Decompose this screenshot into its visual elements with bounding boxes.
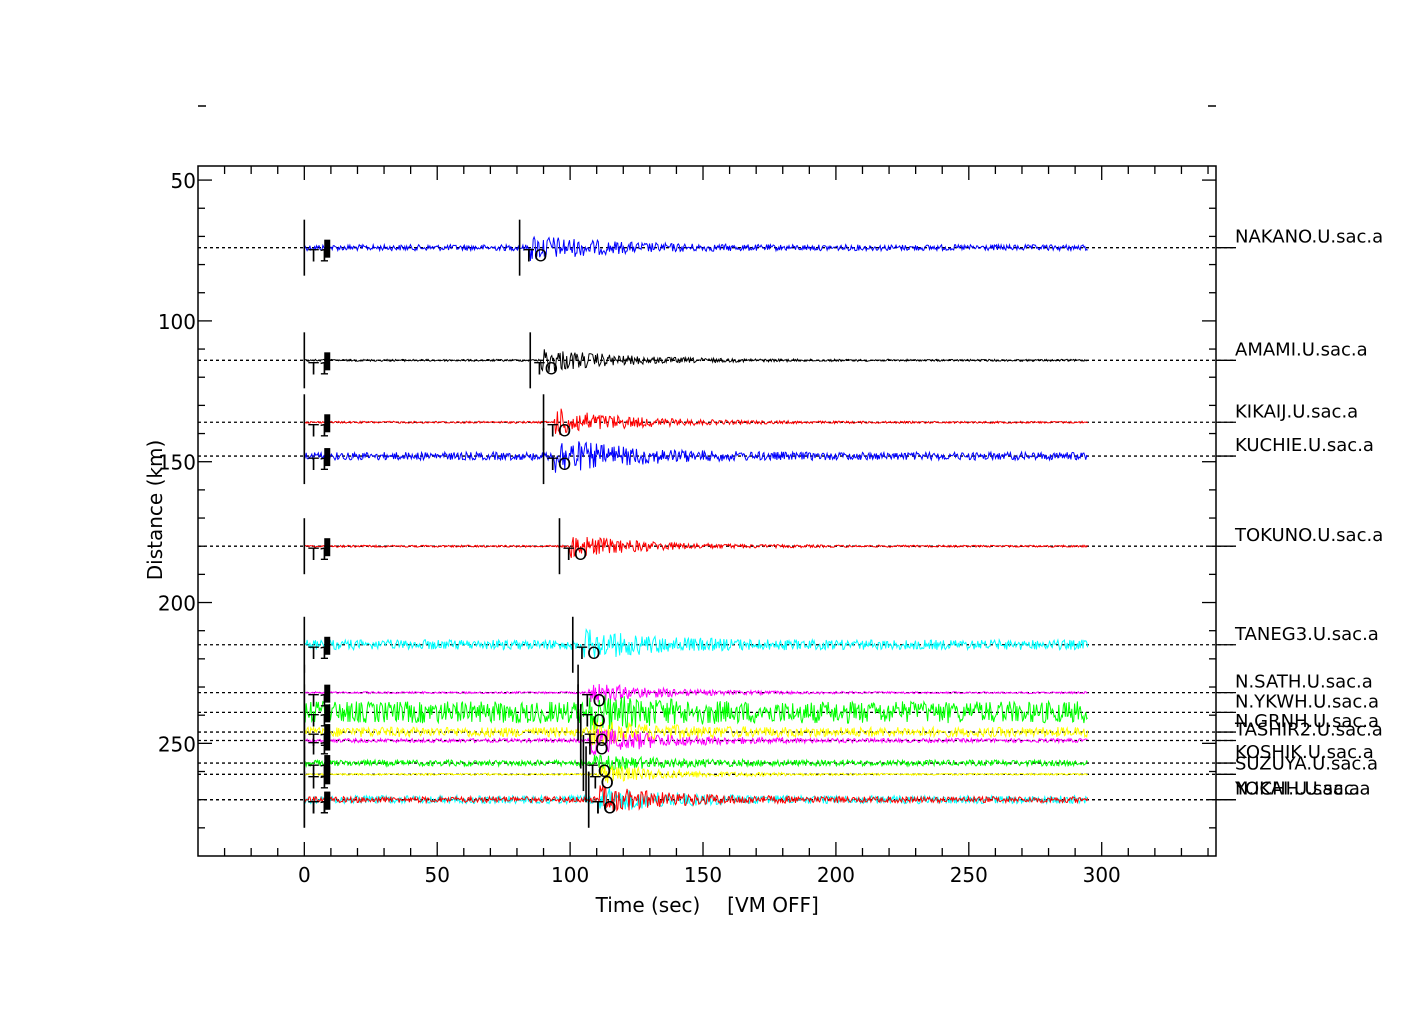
t1-label-koshik-u-sac-a: T1: [307, 762, 329, 782]
waveform-yokai-u-sac-a: [303, 785, 1089, 812]
waveform-n-sath-u-sac-a: [303, 683, 1088, 703]
waveform-n-grnh-u-sac-a: [303, 719, 1089, 746]
seismogram-traces: [303, 235, 1089, 812]
station-label-tokuno-u-sac-a: TOKUNO.U.sac.a: [1234, 525, 1383, 546]
y-tick-label-100: 100: [158, 310, 196, 334]
pick-block-suzuya-u-sac-a: [324, 766, 331, 785]
pick-block-kuchie-u-sac-a: [324, 448, 331, 467]
x-tick-label-300: 300: [1083, 863, 1121, 887]
x-tick-label-50: 50: [424, 863, 449, 887]
t0-label-n-ykwh-u-sac-a: TO: [581, 711, 606, 731]
pick-block-koshik-u-sac-a: [324, 755, 331, 774]
pick-block-tokuno-u-sac-a: [324, 538, 331, 557]
station-label-tashir2-u-sac-a: TASHIR2.U.sac.a: [1234, 720, 1383, 741]
t0-label-suzuya-u-sac-a: TO: [589, 773, 614, 793]
y-tick-label-250: 250: [158, 732, 196, 756]
station-label-kuchie-u-sac-a: KUCHIE.U.sac.a: [1235, 435, 1374, 456]
t1-label-suzuya-u-sac-a: T1: [307, 773, 329, 793]
phase-pick-markers: T1 TO T1 TO T1 TO T1 TO T1 TO T1 TO T1 TO T1 TO T1 TO T1 TO…: [303, 219, 617, 828]
station-label-n-grnh-u-sac-a: N.GRNH.U.sac.a: [1235, 711, 1379, 732]
station-label-nakano-u-sac-a: NAKANO.U.sac.a: [1235, 227, 1383, 248]
station-label-n-ichh-u-sac-a: N.ICHH.U.sac.a: [1235, 779, 1371, 800]
t0-label-n-grnh-u-sac-a: TO: [584, 731, 609, 751]
waveform-koshik-u-sac-a: [303, 754, 1088, 772]
t0-label-n-sath-u-sac-a: TO: [581, 692, 606, 712]
pick-block-n-sath-u-sac-a: [324, 684, 331, 703]
t0-label-nakano-u-sac-a: TO: [523, 247, 548, 267]
y-tick-label-150: 150: [158, 451, 196, 475]
t0-label-taneg3-u-sac-a: TO: [576, 644, 601, 664]
x-tick-label-100: 100: [551, 863, 589, 887]
t1-label-kuchie-u-sac-a: T1: [307, 455, 329, 475]
x-tick-label-200: 200: [817, 863, 855, 887]
t0-label-kikaij-u-sac-a: TO: [547, 421, 572, 441]
y-tick-label-50: 50: [171, 169, 196, 193]
waveform-amami-u-sac-a: [304, 349, 1088, 372]
t0-label-amami-u-sac-a: TO: [533, 359, 558, 379]
x-axis: 0 50 100 150 200 250 300: [223, 166, 1209, 887]
pick-block-n-ykwh-u-sac-a: [324, 704, 331, 723]
y-axis-title: Distance (km): [143, 440, 167, 580]
pick-block-yokai-u-sac-a: [324, 791, 331, 810]
waveform-tokuno-u-sac-a: [303, 536, 1089, 559]
waveform-kuchie-u-sac-a: [303, 441, 1088, 473]
station-labels: NAKANO.U.sac.a AMAMI.U.sac.a KIKAIJ.U.sac.…: [1216, 227, 1383, 801]
t1-label-n-ichh-u-sac-a: T1: [307, 799, 329, 819]
waveform-suzuya-u-sac-a: [303, 765, 1088, 784]
station-label-suzuya-u-sac-a: SUZUYA.U.sac.a: [1235, 753, 1378, 774]
waveform-n-ykwh-u-sac-a: [303, 695, 1088, 732]
t1-label-n-grnh-u-sac-a: T1: [307, 731, 329, 751]
x-axis-note: [VM OFF]: [727, 893, 819, 917]
t1-label-taneg3-u-sac-a: T1: [307, 644, 329, 664]
pick-block-nakano-u-sac-a: [324, 239, 331, 258]
pick-block-tashir2-u-sac-a: [324, 732, 331, 751]
y-axis: 50 100 150 200 250: [158, 169, 1216, 829]
x-tick-label-250: 250: [950, 863, 988, 887]
t1-label-n-sath-u-sac-a: T1: [307, 692, 329, 712]
t1-label-n-ykwh-u-sac-a: T1: [307, 711, 329, 731]
t0-label-tashir2-u-sac-a: TO: [584, 740, 609, 760]
pick-block-kikaij-u-sac-a: [324, 414, 331, 433]
station-label-yokai-u-sac-a: YOKAI.U.sac.a: [1234, 779, 1360, 800]
station-label-koshik-u-sac-a: KOSHIK.U.sac.a: [1235, 742, 1374, 763]
station-label-n-sath-u-sac-a: N.SATH.U.sac.a: [1235, 672, 1373, 693]
pick-block-taneg3-u-sac-a: [324, 636, 331, 655]
t0-label-kuchie-u-sac-a: TO: [547, 455, 572, 475]
x-tick-label-150: 150: [684, 863, 722, 887]
t1-label-yokai-u-sac-a: T1: [307, 799, 329, 819]
waveform-nakano-u-sac-a: [303, 235, 1088, 261]
t1-label-kikaij-u-sac-a: T1: [307, 421, 329, 441]
t1-label-nakano-u-sac-a: T1: [307, 247, 329, 267]
t0-label-koshik-u-sac-a: TO: [586, 762, 611, 782]
waveform-taneg3-u-sac-a: [303, 627, 1089, 658]
station-label-n-ykwh-u-sac-a: N.YKWH.U.sac.a: [1235, 691, 1379, 712]
t0-label-n-ichh-u-sac-a: TO: [592, 799, 617, 819]
waveform-tashir2-u-sac-a: [303, 728, 1088, 756]
station-label-taneg3-u-sac-a: TANEG3.U.sac.a: [1234, 624, 1379, 645]
waveform-kikaij-u-sac-a: [303, 408, 1088, 436]
pick-block-amami-u-sac-a: [324, 352, 331, 371]
station-label-kikaij-u-sac-a: KIKAIJ.U.sac.a: [1235, 401, 1358, 422]
x-axis-title: Time (sec): [595, 893, 701, 917]
t1-label-tokuno-u-sac-a: T1: [307, 545, 329, 565]
t0-label-tokuno-u-sac-a: TO: [562, 545, 587, 565]
t1-label-tashir2-u-sac-a: T1: [307, 740, 329, 760]
station-label-amami-u-sac-a: AMAMI.U.sac.a: [1235, 339, 1368, 360]
t0-label-yokai-u-sac-a: TO: [592, 799, 617, 819]
plot-frame: [197, 165, 1217, 857]
t1-label-amami-u-sac-a: T1: [307, 359, 329, 379]
x-tick-label-0: 0: [298, 863, 311, 887]
y-tick-label-200: 200: [158, 592, 196, 616]
